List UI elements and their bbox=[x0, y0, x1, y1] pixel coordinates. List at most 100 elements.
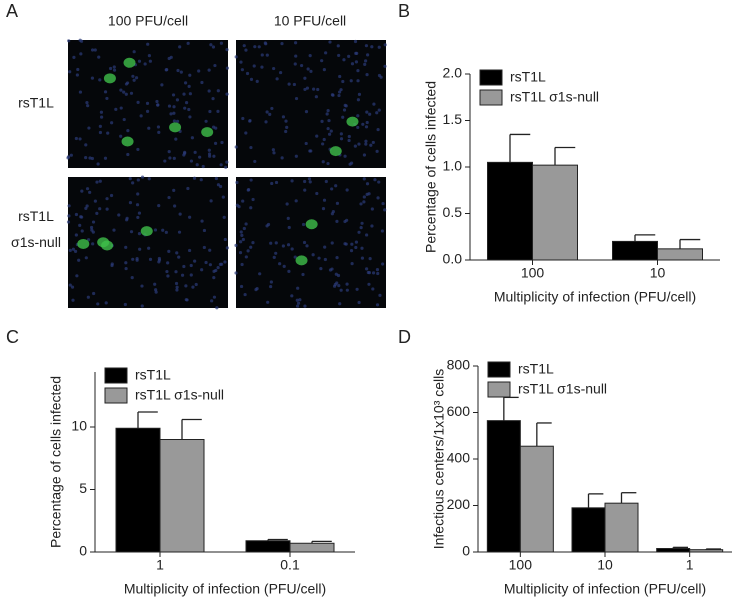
nucleus bbox=[280, 42, 284, 46]
nucleus bbox=[364, 142, 368, 146]
nucleus bbox=[172, 156, 176, 160]
nucleus bbox=[216, 109, 220, 113]
nucleus bbox=[70, 285, 75, 289]
nucleus bbox=[171, 93, 176, 97]
nucleus bbox=[376, 127, 380, 132]
panel-label: D bbox=[398, 327, 411, 347]
nucleus bbox=[303, 179, 307, 184]
nucleus bbox=[364, 125, 369, 129]
nucleus bbox=[347, 138, 351, 143]
nucleus bbox=[209, 199, 213, 203]
nucleus bbox=[265, 53, 269, 57]
nucleus bbox=[319, 267, 323, 271]
nucleus bbox=[75, 274, 79, 278]
x-tick-label: 100 bbox=[509, 557, 533, 573]
nucleus bbox=[326, 161, 330, 166]
nucleus bbox=[189, 159, 194, 163]
nucleus bbox=[362, 153, 367, 157]
nucleus bbox=[322, 68, 326, 72]
nucleus bbox=[126, 129, 130, 133]
nucleus bbox=[84, 143, 88, 147]
panel-label: C bbox=[6, 327, 19, 347]
nucleus bbox=[337, 53, 341, 58]
nucleus bbox=[365, 120, 369, 125]
nucleus bbox=[182, 264, 186, 269]
nucleus bbox=[202, 228, 207, 233]
nucleus bbox=[245, 71, 250, 76]
infected-cell bbox=[305, 219, 318, 230]
nucleus bbox=[177, 230, 182, 234]
nucleus bbox=[132, 78, 136, 82]
nucleus bbox=[377, 180, 381, 184]
nucleus bbox=[154, 290, 158, 294]
nucleus bbox=[311, 253, 315, 257]
nucleus bbox=[286, 243, 291, 247]
nucleus bbox=[268, 112, 272, 116]
x-tick-label: 0.1 bbox=[280, 557, 300, 573]
nucleus bbox=[284, 119, 288, 123]
nucleus bbox=[225, 160, 229, 164]
nucleus bbox=[154, 288, 158, 292]
nucleus bbox=[272, 151, 276, 155]
legend-label: rsT1L σ1s-null bbox=[518, 381, 607, 397]
nucleus bbox=[219, 163, 223, 167]
nucleus bbox=[315, 134, 319, 138]
nucleus bbox=[344, 242, 348, 246]
nucleus bbox=[136, 100, 140, 104]
micrograph bbox=[68, 177, 228, 308]
nucleus bbox=[145, 109, 150, 113]
nucleus bbox=[199, 178, 203, 182]
nucleus bbox=[353, 39, 358, 44]
nucleus bbox=[186, 186, 190, 191]
nucleus bbox=[74, 233, 78, 237]
nucleus bbox=[157, 204, 161, 208]
bar bbox=[115, 427, 161, 553]
nucleus bbox=[287, 269, 291, 273]
nucleus bbox=[335, 201, 340, 205]
infected-cell bbox=[295, 255, 308, 266]
nucleus bbox=[130, 276, 134, 280]
nucleus bbox=[315, 191, 319, 196]
nucleus bbox=[266, 222, 271, 227]
nucleus bbox=[192, 176, 197, 180]
micrograph bbox=[236, 177, 386, 308]
nucleus bbox=[360, 246, 364, 250]
nucleus bbox=[189, 263, 193, 268]
nucleus bbox=[265, 110, 269, 114]
nucleus bbox=[194, 282, 198, 287]
nucleus bbox=[357, 300, 361, 305]
nucleus bbox=[370, 207, 374, 211]
y-tick-label: 0 bbox=[79, 543, 87, 559]
bar bbox=[612, 240, 658, 261]
column-label: 100 PFU/cell bbox=[108, 13, 188, 29]
nucleus bbox=[148, 59, 152, 63]
nucleus bbox=[368, 257, 372, 261]
nucleus bbox=[143, 62, 147, 66]
nucleus bbox=[207, 68, 211, 72]
nucleus bbox=[86, 238, 91, 242]
nucleus bbox=[67, 204, 71, 208]
nucleus bbox=[371, 140, 375, 145]
nucleus bbox=[183, 81, 188, 85]
nucleus bbox=[188, 92, 192, 96]
nucleus bbox=[308, 149, 312, 153]
nucleus bbox=[87, 126, 91, 130]
nucleus bbox=[75, 73, 79, 77]
nucleus bbox=[96, 302, 100, 306]
nucleus bbox=[307, 177, 312, 181]
nucleus bbox=[109, 66, 113, 71]
nucleus bbox=[179, 70, 183, 74]
y-tick-label: 400 bbox=[447, 450, 471, 466]
legend-swatch bbox=[104, 387, 128, 404]
x-axis-label: Multiplicity of infection (PFU/cell) bbox=[494, 289, 696, 305]
nucleus bbox=[97, 55, 101, 59]
nucleus bbox=[84, 206, 88, 211]
nucleus bbox=[168, 156, 172, 160]
nucleus bbox=[246, 249, 250, 253]
nucleus bbox=[375, 111, 379, 115]
nucleus bbox=[359, 202, 363, 206]
nucleus bbox=[175, 119, 180, 123]
nucleus bbox=[303, 87, 307, 92]
nucleus bbox=[90, 156, 94, 161]
nucleus bbox=[109, 193, 114, 198]
